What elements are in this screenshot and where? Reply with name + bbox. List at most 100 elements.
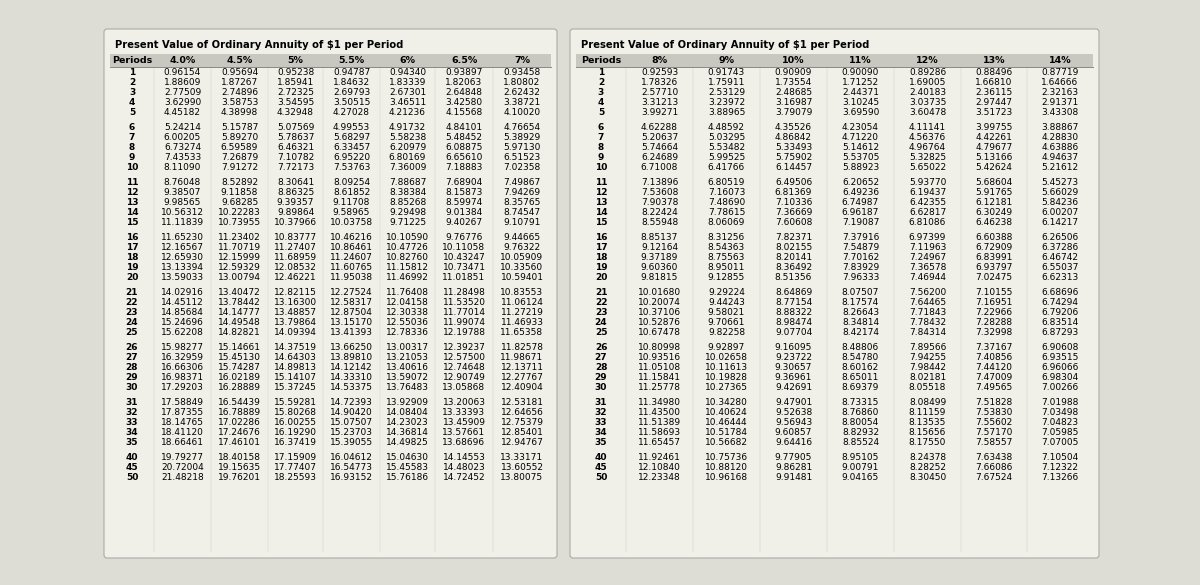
Text: 10.05909: 10.05909: [500, 253, 544, 262]
Text: 6.19437: 6.19437: [908, 188, 946, 197]
Text: 13.59033: 13.59033: [161, 273, 204, 283]
Text: 18.25593: 18.25593: [274, 473, 317, 482]
Text: 7.68904: 7.68904: [445, 178, 482, 187]
Text: 2.74896: 2.74896: [221, 88, 258, 97]
Text: 3.99271: 3.99271: [641, 108, 678, 118]
Text: 7.98442: 7.98442: [910, 363, 946, 372]
Text: 5.20637: 5.20637: [641, 133, 678, 142]
Text: 10.80998: 10.80998: [638, 343, 682, 352]
Text: 9.52638: 9.52638: [775, 408, 812, 417]
Text: 6.55037: 6.55037: [1042, 263, 1079, 272]
Text: 6.62313: 6.62313: [1042, 273, 1079, 283]
Text: 12.39237: 12.39237: [443, 343, 486, 352]
Text: 4.56376: 4.56376: [908, 133, 946, 142]
Text: 8.64869: 8.64869: [775, 288, 812, 297]
Text: 16.37419: 16.37419: [274, 438, 317, 448]
Text: 3.88867: 3.88867: [1042, 123, 1079, 132]
Text: 9.92897: 9.92897: [708, 343, 745, 352]
Text: 13.92909: 13.92909: [386, 398, 430, 407]
Text: 13.05868: 13.05868: [443, 383, 486, 393]
Text: 7.37167: 7.37167: [976, 343, 1013, 352]
Text: 12.27767: 12.27767: [500, 373, 544, 382]
Text: 11.27219: 11.27219: [500, 308, 544, 317]
Text: 6.49236: 6.49236: [842, 188, 880, 197]
Text: 5.74664: 5.74664: [641, 143, 678, 152]
Text: 5.15787: 5.15787: [221, 123, 258, 132]
Text: 7.13896: 7.13896: [641, 178, 678, 187]
Text: 10.51784: 10.51784: [706, 428, 748, 437]
Text: 1.66810: 1.66810: [976, 78, 1013, 87]
Text: 1: 1: [598, 68, 604, 77]
Text: 4: 4: [598, 98, 604, 107]
Text: 14.72393: 14.72393: [330, 398, 373, 407]
Text: 8.85268: 8.85268: [389, 198, 426, 207]
Text: 7.53608: 7.53608: [641, 188, 678, 197]
Text: 17.02286: 17.02286: [218, 418, 260, 427]
Text: 8.76860: 8.76860: [842, 408, 880, 417]
Text: 9.60360: 9.60360: [641, 263, 678, 272]
Text: 10.46444: 10.46444: [706, 418, 748, 427]
Text: 19.15635: 19.15635: [218, 463, 262, 472]
Text: 9.70661: 9.70661: [708, 318, 745, 327]
Text: 9.64416: 9.64416: [775, 438, 812, 448]
Text: 9.16095: 9.16095: [775, 343, 812, 352]
Text: 16.54773: 16.54773: [330, 463, 373, 472]
Text: 7.16951: 7.16951: [976, 298, 1013, 307]
Text: 7.91272: 7.91272: [221, 163, 258, 173]
Text: 6.72909: 6.72909: [976, 243, 1013, 252]
Text: 18: 18: [595, 253, 607, 262]
Text: 11%: 11%: [850, 56, 872, 65]
Text: 12.08532: 12.08532: [274, 263, 317, 272]
Text: 0.93458: 0.93458: [503, 68, 541, 77]
Text: 8.11159: 8.11159: [908, 408, 946, 417]
Text: 27: 27: [126, 353, 138, 362]
Text: 12.15999: 12.15999: [218, 253, 262, 262]
Text: 19.79277: 19.79277: [161, 453, 204, 462]
Text: 8.65011: 8.65011: [842, 373, 880, 382]
Text: 5.97130: 5.97130: [503, 143, 541, 152]
Text: 12.04158: 12.04158: [386, 298, 428, 307]
Text: 10.88120: 10.88120: [706, 463, 748, 472]
Text: 4: 4: [128, 98, 136, 107]
Text: 6.14217: 6.14217: [1042, 218, 1079, 228]
Text: 10%: 10%: [782, 56, 805, 65]
Text: 13.00794: 13.00794: [218, 273, 262, 283]
Text: 14%: 14%: [1049, 56, 1072, 65]
Text: 8.08499: 8.08499: [908, 398, 946, 407]
Text: 15.59281: 15.59281: [274, 398, 317, 407]
Text: 6.14457: 6.14457: [775, 163, 812, 173]
Text: 0.96154: 0.96154: [164, 68, 202, 77]
Text: 13.40472: 13.40472: [218, 288, 260, 297]
Text: 7.51828: 7.51828: [976, 398, 1013, 407]
Text: 16: 16: [126, 233, 138, 242]
Text: 11.06124: 11.06124: [500, 298, 544, 307]
Text: 6.81086: 6.81086: [908, 218, 946, 228]
Text: 13.68696: 13.68696: [443, 438, 486, 448]
Text: 10.56682: 10.56682: [706, 438, 748, 448]
Text: 7.02475: 7.02475: [976, 273, 1013, 283]
Text: 3.51723: 3.51723: [976, 108, 1013, 118]
Text: 0.93897: 0.93897: [445, 68, 482, 77]
Text: 13.79864: 13.79864: [274, 318, 317, 327]
Text: 1.82063: 1.82063: [445, 78, 482, 87]
Text: 13.89810: 13.89810: [330, 353, 373, 362]
Text: 8: 8: [128, 143, 136, 152]
Text: 3.54595: 3.54595: [277, 98, 314, 107]
Text: 35: 35: [595, 438, 607, 448]
Text: 12.19788: 12.19788: [443, 328, 486, 338]
Text: 8.09254: 8.09254: [332, 178, 370, 187]
Bar: [576, 54, 1093, 67]
Text: 8%: 8%: [652, 56, 667, 65]
Text: 14: 14: [126, 208, 138, 217]
Text: 5.99525: 5.99525: [708, 153, 745, 162]
Text: 8.02181: 8.02181: [908, 373, 946, 382]
Text: 9.81815: 9.81815: [641, 273, 678, 283]
Text: 5: 5: [128, 108, 136, 118]
Text: 12.94767: 12.94767: [500, 438, 544, 448]
Text: 10.03758: 10.03758: [330, 218, 373, 228]
Text: 12.13711: 12.13711: [500, 363, 544, 372]
Text: 32: 32: [595, 408, 607, 417]
Text: 11.70719: 11.70719: [218, 243, 262, 252]
Text: 6.30249: 6.30249: [976, 208, 1013, 217]
Text: 5.14612: 5.14612: [842, 143, 880, 152]
